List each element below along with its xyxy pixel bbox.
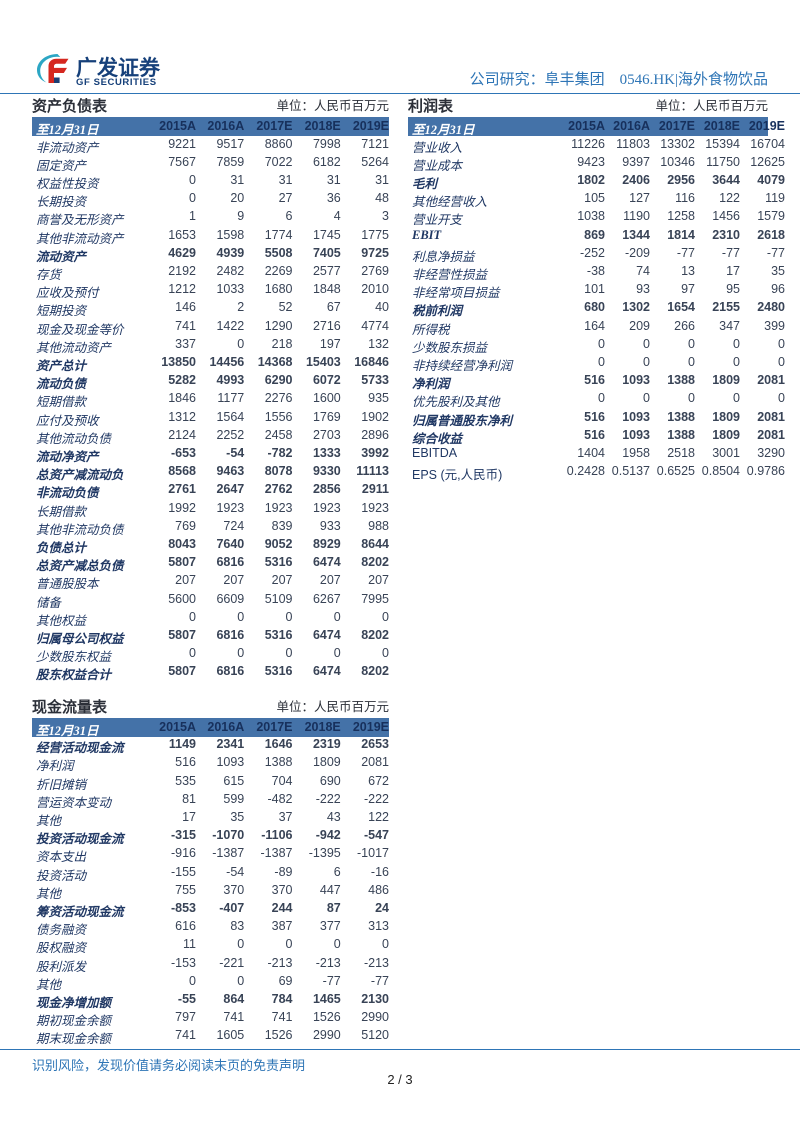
svg-text:GF SECURITIES: GF SECURITIES bbox=[76, 77, 157, 86]
